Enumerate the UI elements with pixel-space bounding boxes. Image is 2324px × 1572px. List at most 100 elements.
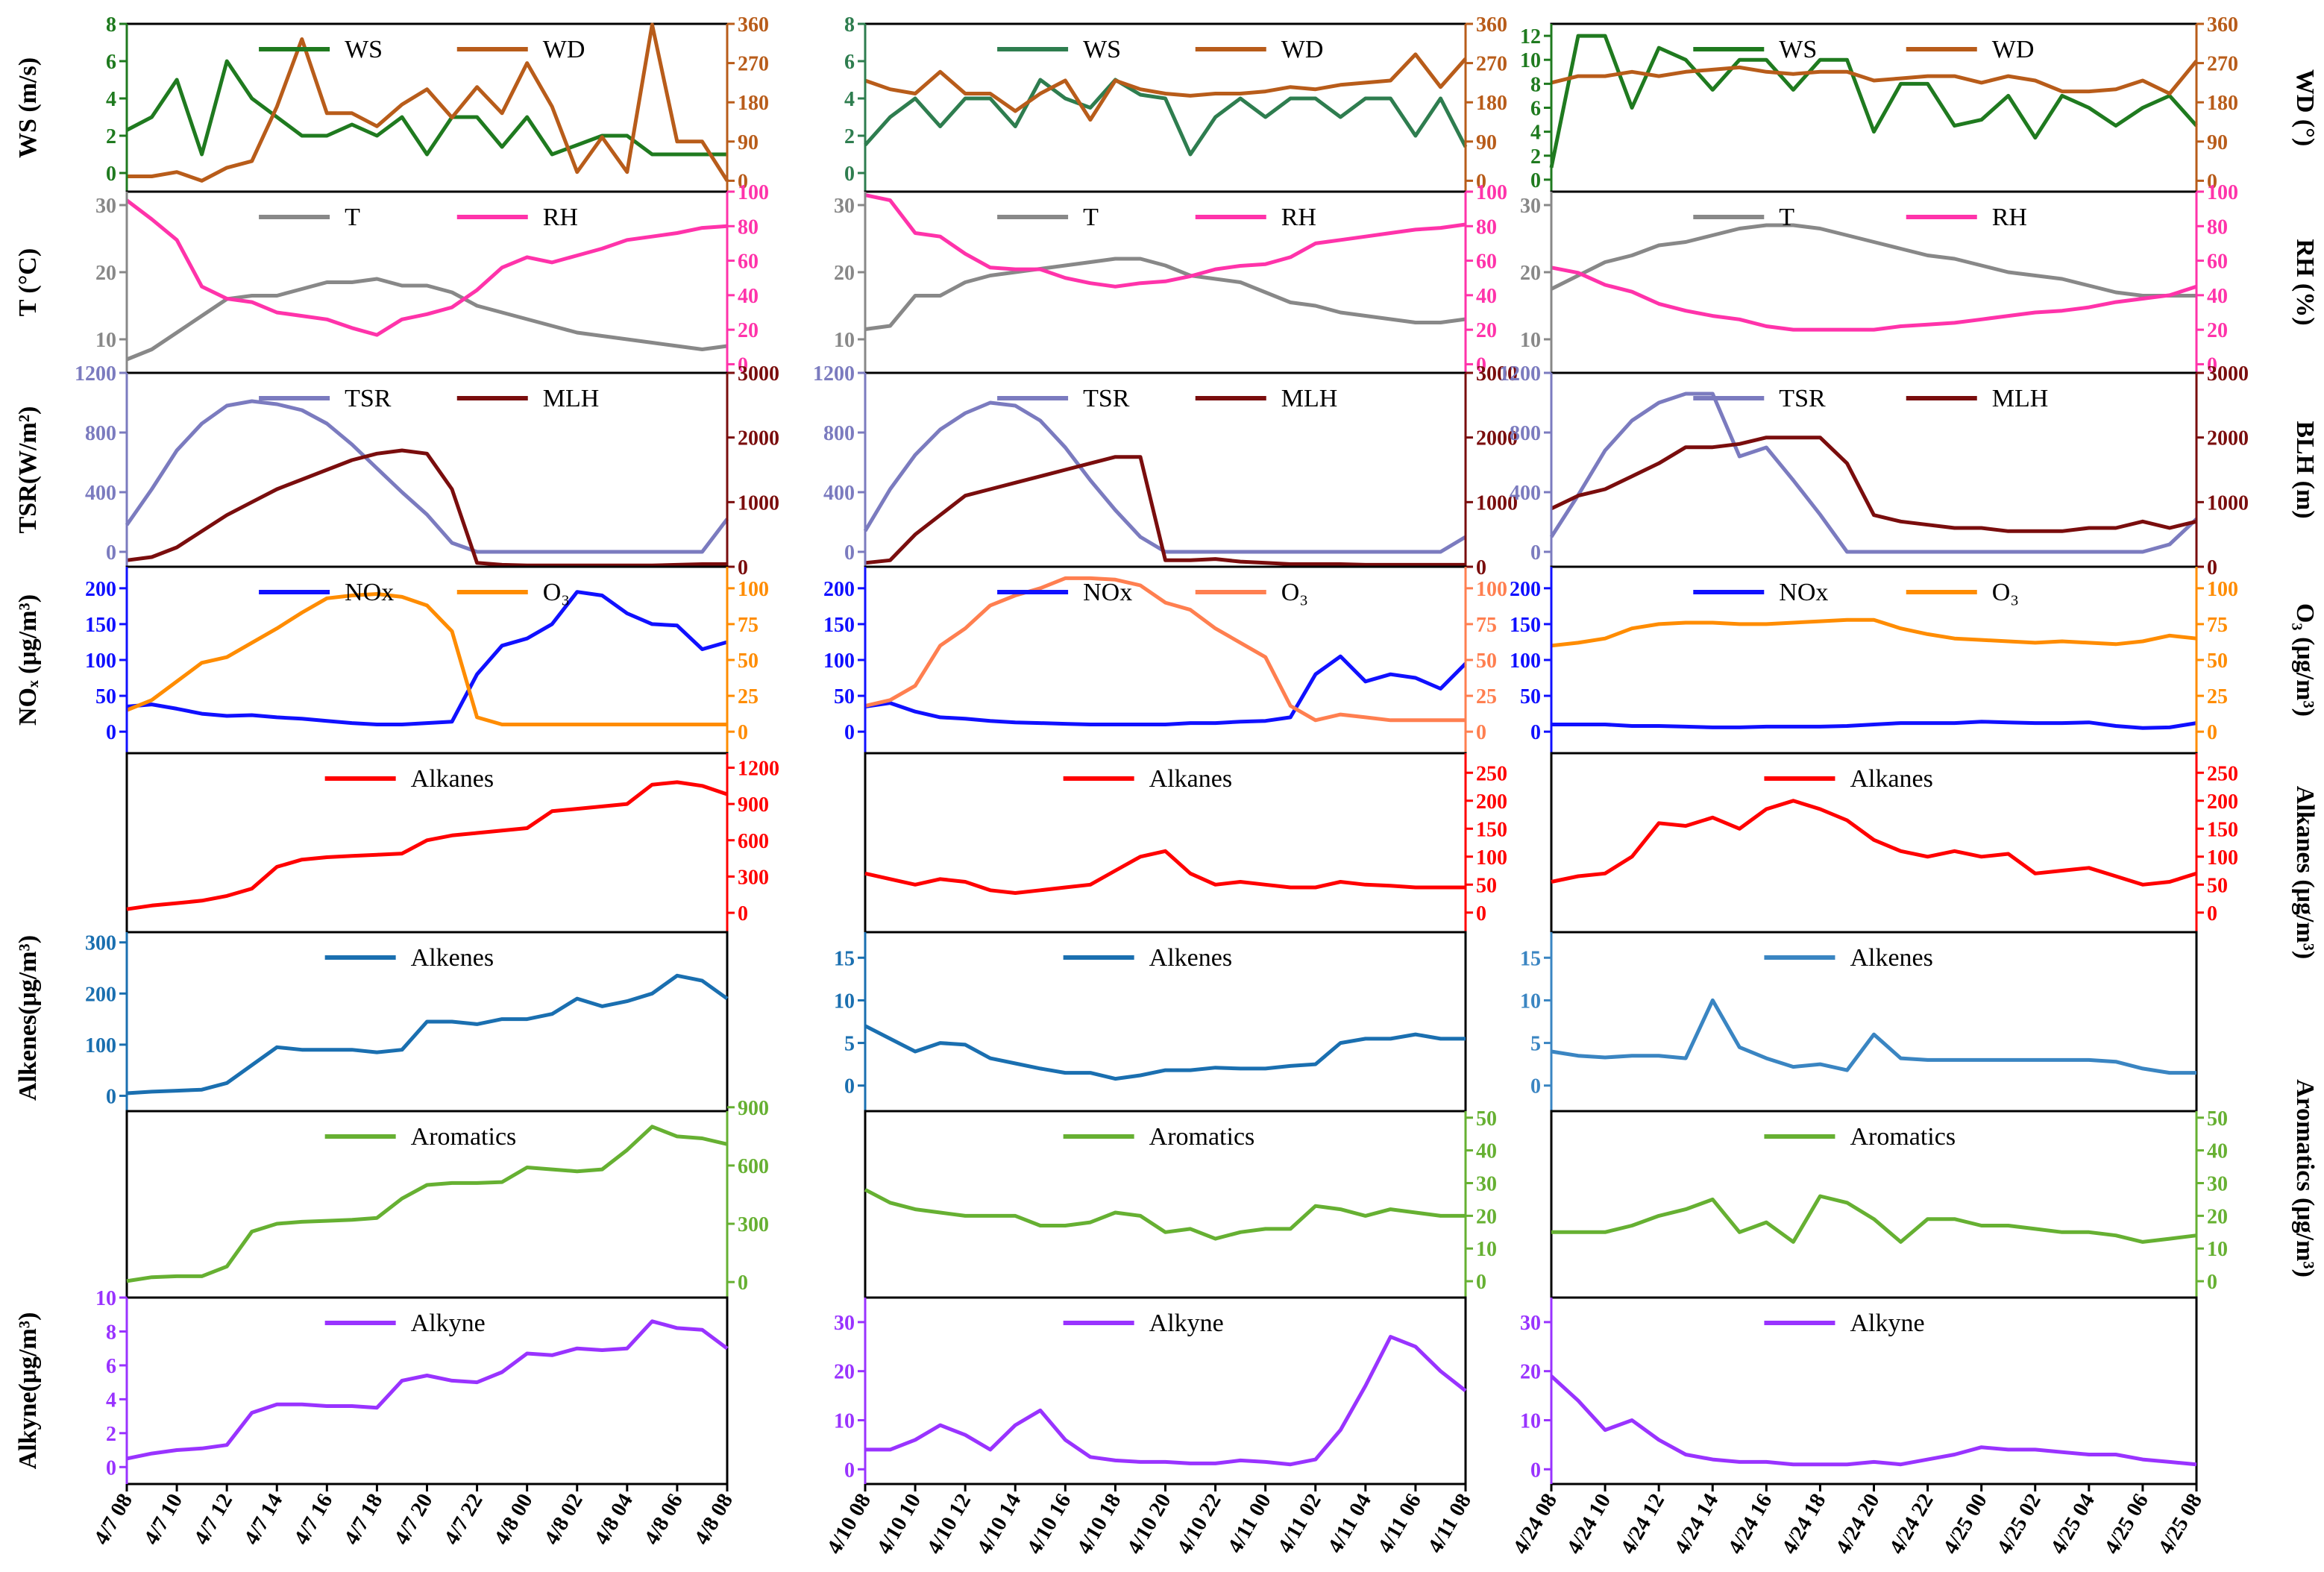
x-tick-label: 4/7 16	[289, 1490, 337, 1549]
o3-series-line	[126, 592, 727, 726]
alkenes-tick-label: 0	[106, 1085, 116, 1108]
x-tick-label: 4/24 12	[1616, 1490, 1670, 1559]
x-tick-label: 4/25 06	[2100, 1490, 2153, 1559]
x-tick-label: 4/11 06	[1373, 1490, 1426, 1558]
ws-tick-label: 6	[1530, 98, 1541, 121]
mlh-tick-label: 0	[738, 556, 748, 579]
panel-frame	[125, 371, 729, 568]
o3-tick-label: 75	[2207, 614, 2228, 637]
mlh-tick-label: 2000	[738, 427, 779, 450]
nox-legend-label: NOx	[1779, 579, 1828, 606]
aromatics-axis-title: Aromatics (μg/m³)	[2291, 1079, 2319, 1277]
wd-tick-label: 0	[1476, 170, 1486, 193]
o3-tick-label: 25	[738, 685, 759, 708]
aromatics-tick-label: 0	[738, 1271, 748, 1295]
t-tick-label: 20	[95, 262, 116, 285]
rh-tick-label: 60	[1476, 251, 1497, 274]
x-tick-label: 4/11 04	[1323, 1490, 1376, 1558]
aromatics-tick-label: 0	[2207, 1271, 2217, 1294]
x-tick-label: 4/25 04	[2046, 1490, 2100, 1559]
rh-tick-label: 100	[2207, 181, 2238, 204]
alkanes-series-line	[864, 849, 1466, 895]
ws-tick-label: 0	[844, 163, 855, 186]
mlh-tick-label: 2000	[1476, 427, 1518, 450]
aromatics-legend-label: Aromatics	[411, 1123, 517, 1151]
t-series-line	[1550, 223, 2196, 298]
x-tick-label: 4/10 18	[1073, 1490, 1126, 1559]
nox-tick-label: 50	[1520, 685, 1541, 708]
aromatics-tick-label: 10	[2207, 1238, 2228, 1261]
tsr-tick-label: 400	[1510, 482, 1541, 505]
tsr-tick-label: 800	[85, 422, 116, 445]
o3-legend-label: O₃	[1281, 579, 1308, 606]
alkyne-tick-label: 30	[1520, 1312, 1541, 1335]
x-tick-label: 4/8 04	[590, 1490, 638, 1549]
wd-tick-label: 270	[2207, 53, 2238, 76]
alkenes-tick-label: 10	[834, 990, 855, 1013]
x-tick-label: 4/10 22	[1172, 1490, 1226, 1559]
t-series-line	[126, 277, 728, 362]
aromatics-tick-label: 40	[1476, 1140, 1497, 1163]
tsr-series-line	[863, 400, 1467, 554]
o3-tick-label: 0	[2207, 721, 2217, 744]
rh-legend-label: RH	[1992, 204, 2027, 231]
rh-tick-label: 80	[1476, 216, 1497, 239]
alkyne-tick-label: 20	[834, 1361, 855, 1384]
tsr-legend-label: TSR	[1779, 385, 1826, 412]
t-legend-label: T	[1779, 204, 1794, 231]
ws-tick-label: 4	[844, 88, 855, 111]
tsr-series-line	[125, 399, 729, 554]
mlh-tick-label: 0	[2207, 556, 2217, 579]
ws-legend-label: WS	[1779, 36, 1817, 63]
nox-tick-label: 100	[823, 650, 855, 673]
x-tick-label: 4/8 02	[539, 1490, 587, 1549]
mlh-legend-label: MLH	[543, 385, 600, 412]
tsr-tick-label: 400	[823, 482, 855, 505]
alkanes-series-line	[126, 780, 728, 911]
alkyne-series-line	[865, 1335, 1467, 1467]
tsr-tick-label: 1200	[1499, 362, 1541, 386]
nox-tick-label: 100	[85, 650, 116, 673]
ws-tick-label: 8	[844, 13, 855, 37]
alkenes-series-line	[864, 1024, 1466, 1081]
aromatics-tick-label: 30	[1476, 1172, 1497, 1195]
nox-tick-label: 100	[1510, 650, 1541, 673]
nox-series-line	[126, 590, 728, 726]
rh-tick-label: 0	[738, 353, 748, 377]
aromatics-series-line	[126, 1125, 728, 1283]
alkenes-tick-label: 300	[85, 932, 116, 955]
aromatics-tick-label: 20	[1476, 1205, 1497, 1228]
mlh-series-line	[864, 455, 1466, 567]
mlh-series-line	[1550, 436, 2197, 533]
nox-tick-label: 50	[834, 685, 855, 708]
rh-tick-label: 100	[738, 181, 769, 204]
x-tick-label: 4/24 10	[1563, 1490, 1616, 1559]
x-tick-label: 4/8 08	[690, 1490, 738, 1549]
alkyne-tick-label: 0	[1530, 1459, 1541, 1482]
t-tick-label: 10	[834, 329, 855, 352]
o3-tick-label: 0	[738, 721, 748, 744]
alkyne-tick-label: 2	[106, 1423, 116, 1446]
alkanes-legend-label: Alkanes	[1850, 765, 1932, 793]
wd-tick-label: 360	[738, 13, 769, 37]
x-tick-label: 4/10 10	[873, 1490, 926, 1559]
tsr-series-line	[1549, 392, 2198, 554]
t-tick-label: 30	[1520, 195, 1541, 218]
tsr-tick-label: 800	[1510, 422, 1541, 445]
alkanes-tick-label: 50	[2207, 874, 2228, 897]
rh-series-line	[1551, 265, 2197, 332]
tsr-tick-label: 0	[844, 541, 855, 565]
o3-tick-label: 75	[738, 614, 759, 637]
alkanes-tick-label: 1200	[738, 757, 779, 780]
alkyne-axis-title: Alkyne(μg/m³)	[14, 1312, 42, 1470]
o3-tick-label: 25	[1476, 685, 1497, 708]
alkanes-tick-label: 50	[1476, 874, 1497, 897]
x-tick-label: 4/24 08	[1508, 1490, 1562, 1559]
tsr-tick-label: 0	[106, 541, 116, 565]
blh-axis-title: BLH (m)	[2291, 421, 2319, 518]
ws-tick-label: 0	[106, 163, 116, 186]
x-tick-label: 4/7 12	[189, 1490, 237, 1549]
wd-tick-label: 90	[1476, 131, 1497, 154]
mlh-tick-label: 3000	[2207, 362, 2249, 386]
mlh-tick-label: 3000	[1476, 362, 1518, 386]
